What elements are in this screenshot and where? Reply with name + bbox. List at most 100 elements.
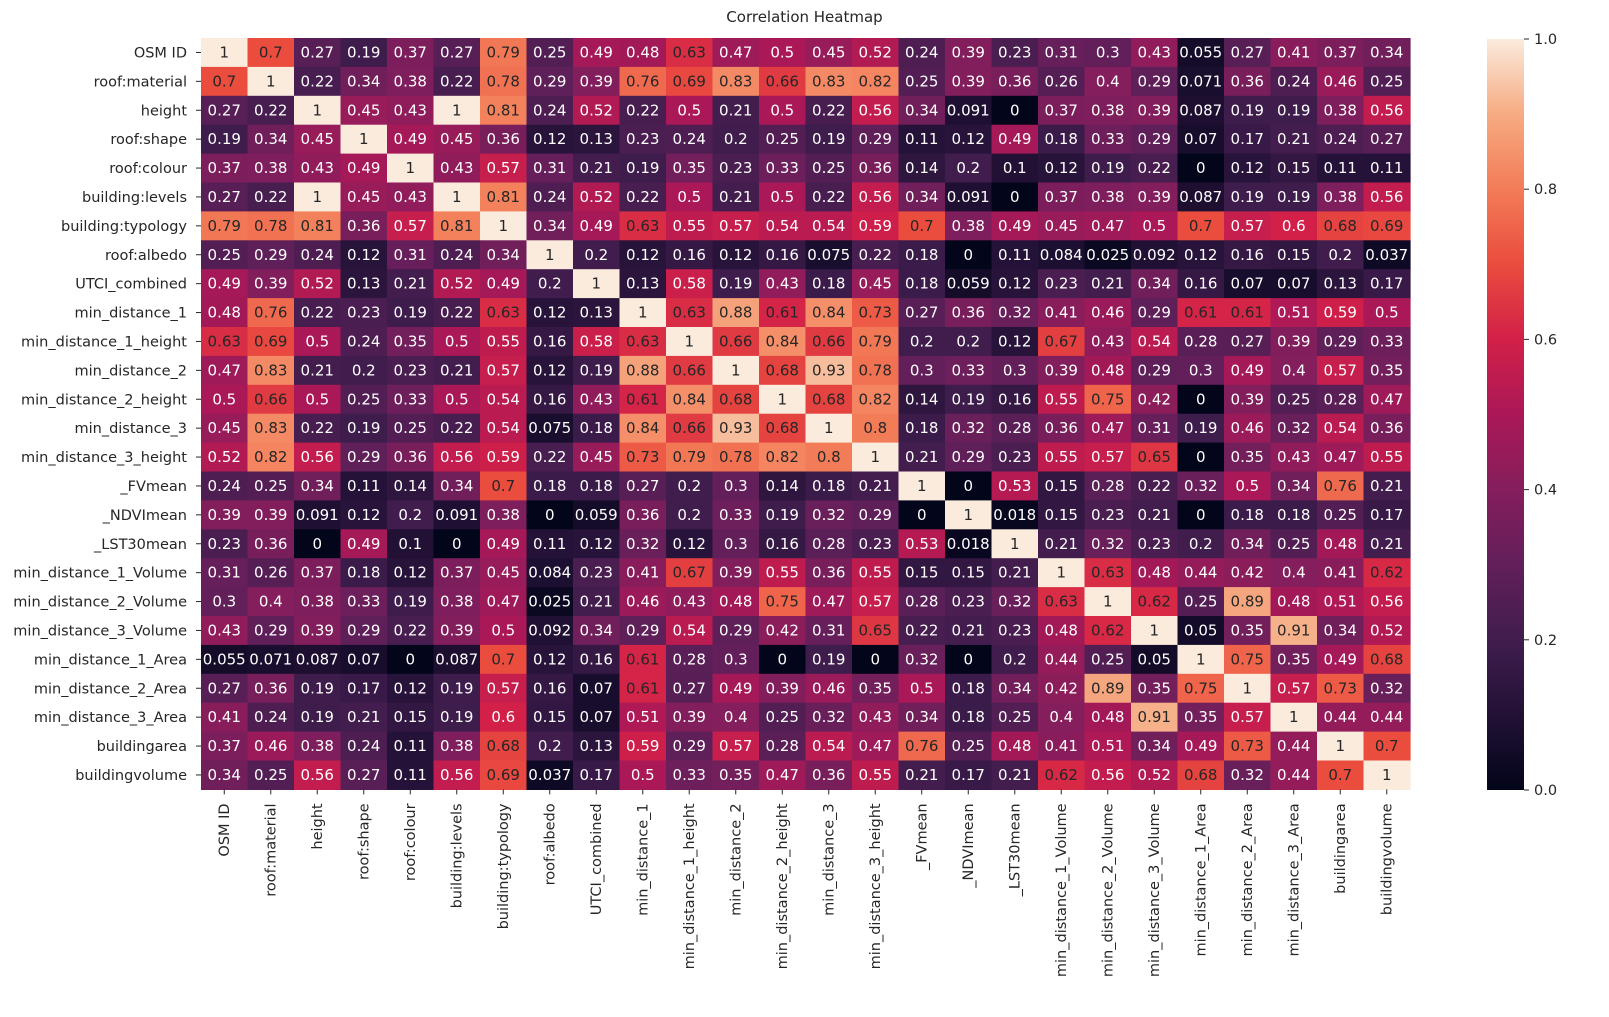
cell-value-label: 0.14 (905, 159, 938, 177)
heatmap-cell (898, 413, 946, 444)
heatmap-cell (526, 124, 574, 155)
cell-value-label: 0.33 (719, 506, 752, 524)
heatmap-cell (247, 355, 295, 386)
cell-value-label: 0.47 (1324, 448, 1357, 466)
heatmap-cell (805, 211, 853, 241)
cell-value-label: 0.19 (301, 679, 334, 697)
heatmap-cell (1363, 702, 1411, 733)
cell-value-label: 0.32 (1370, 679, 1403, 697)
heatmap-cell (1224, 760, 1272, 790)
heatmap-cell (433, 240, 481, 270)
cell-value-label: 1 (1149, 621, 1159, 639)
cell-value-label: 0.19 (1091, 159, 1124, 177)
heatmap-cell (294, 124, 342, 155)
cell-value-label: 0.091 (947, 188, 990, 206)
cell-value-label: 0.34 (301, 477, 334, 495)
cell-value-label: 0.37 (394, 43, 427, 61)
cell-value-label: 0.47 (1370, 390, 1403, 408)
cell-value-label: 0.83 (719, 72, 752, 90)
heatmap-cell (805, 760, 853, 790)
cell-value-label: 0.45 (859, 275, 892, 293)
cell-value-label: 0.23 (347, 304, 380, 322)
heatmap-cell (898, 442, 946, 473)
heatmap-cell (1363, 269, 1411, 299)
cell-value-label: 0.36 (998, 72, 1031, 90)
cell-value-label: 0.45 (301, 130, 334, 148)
heatmap-cell (201, 153, 249, 184)
heatmap-cell (433, 355, 481, 386)
cell-value-label: 0.83 (812, 72, 845, 90)
heatmap-cell (1224, 702, 1272, 733)
heatmap-cell (294, 587, 342, 617)
cell-value-label: 0.62 (1138, 593, 1171, 611)
heatmap-cell (433, 442, 481, 473)
heatmap-cell (1177, 702, 1225, 733)
cell-value-label: 0.19 (766, 506, 799, 524)
heatmap-cell (573, 731, 621, 762)
cell-value-label: 0.84 (673, 390, 706, 408)
cell-value-label: 0.19 (394, 593, 427, 611)
heatmap-cell (201, 355, 249, 386)
heatmap-cell (898, 240, 946, 270)
cell-value-label: 0.2 (538, 737, 562, 755)
cell-value-label: 1 (498, 217, 508, 235)
heatmap-cell (573, 673, 621, 704)
cell-value-label: 0.07 (580, 708, 613, 726)
cell-value-label: 0.26 (254, 564, 287, 582)
heatmap-cell (1224, 413, 1272, 444)
cell-value-label: 0.51 (1324, 593, 1357, 611)
heatmap-cell (666, 38, 714, 68)
cell-value-label: 0.44 (1324, 708, 1357, 726)
heatmap-cell (247, 298, 295, 328)
heatmap-cell (573, 558, 621, 588)
cell-value-label: 0.26 (1045, 72, 1078, 90)
heatmap-cell (1270, 731, 1318, 762)
cell-value-label: 0.3 (724, 535, 748, 553)
cell-value-label: 0.22 (254, 101, 287, 119)
cell-value-label: 0 (963, 477, 973, 495)
cell-value-label: 0.037 (528, 766, 571, 784)
heatmap-cell (433, 587, 481, 617)
cell-value-label: 0.27 (1370, 130, 1403, 148)
heatmap-cell (712, 673, 760, 704)
heatmap-cell (666, 500, 714, 530)
cell-value-label: 0.14 (766, 477, 799, 495)
heatmap-cell (805, 471, 853, 501)
heatmap-cell (852, 587, 900, 617)
cell-value-label: 0.12 (533, 361, 566, 379)
heatmap-cell (1084, 124, 1132, 155)
heatmap-cell (526, 760, 574, 790)
cell-value-label: 0.38 (1324, 101, 1357, 119)
cell-value-label: 1 (312, 188, 322, 206)
heatmap-cell (201, 327, 249, 357)
heatmap-cell (666, 702, 714, 733)
heatmap-cell (619, 616, 667, 646)
heatmap-cell (1038, 355, 1086, 386)
heatmap-cell (759, 355, 807, 386)
heatmap-cell (247, 384, 295, 415)
heatmap-cell (201, 211, 249, 241)
cell-value-label: 0.55 (1370, 448, 1403, 466)
heatmap-cell (1177, 327, 1225, 357)
heatmap-cell (387, 529, 435, 559)
heatmap-cell (573, 95, 621, 126)
cell-value-label: 0.59 (859, 217, 892, 235)
heatmap-cell (1084, 760, 1132, 790)
cell-value-label: 0.11 (394, 737, 427, 755)
heatmap-cell (433, 211, 481, 241)
cell-value-label: 0.25 (998, 708, 1031, 726)
cell-value-label: 0.32 (998, 304, 1031, 322)
cell-value-label: 0.22 (301, 304, 334, 322)
heatmap-cell (805, 442, 853, 473)
heatmap-cell (201, 384, 249, 415)
cell-value-label: 0.34 (998, 679, 1031, 697)
heatmap-cell (480, 587, 528, 617)
heatmap-cell (759, 500, 807, 530)
cell-value-label: 0.11 (998, 246, 1031, 264)
heatmap-cell (945, 616, 993, 646)
heatmap-cell (852, 298, 900, 328)
heatmap-cell (340, 587, 388, 617)
heatmap-cell (991, 616, 1039, 646)
cell-value-label: 0.62 (1091, 621, 1124, 639)
cell-value-label: 0.28 (673, 650, 706, 668)
